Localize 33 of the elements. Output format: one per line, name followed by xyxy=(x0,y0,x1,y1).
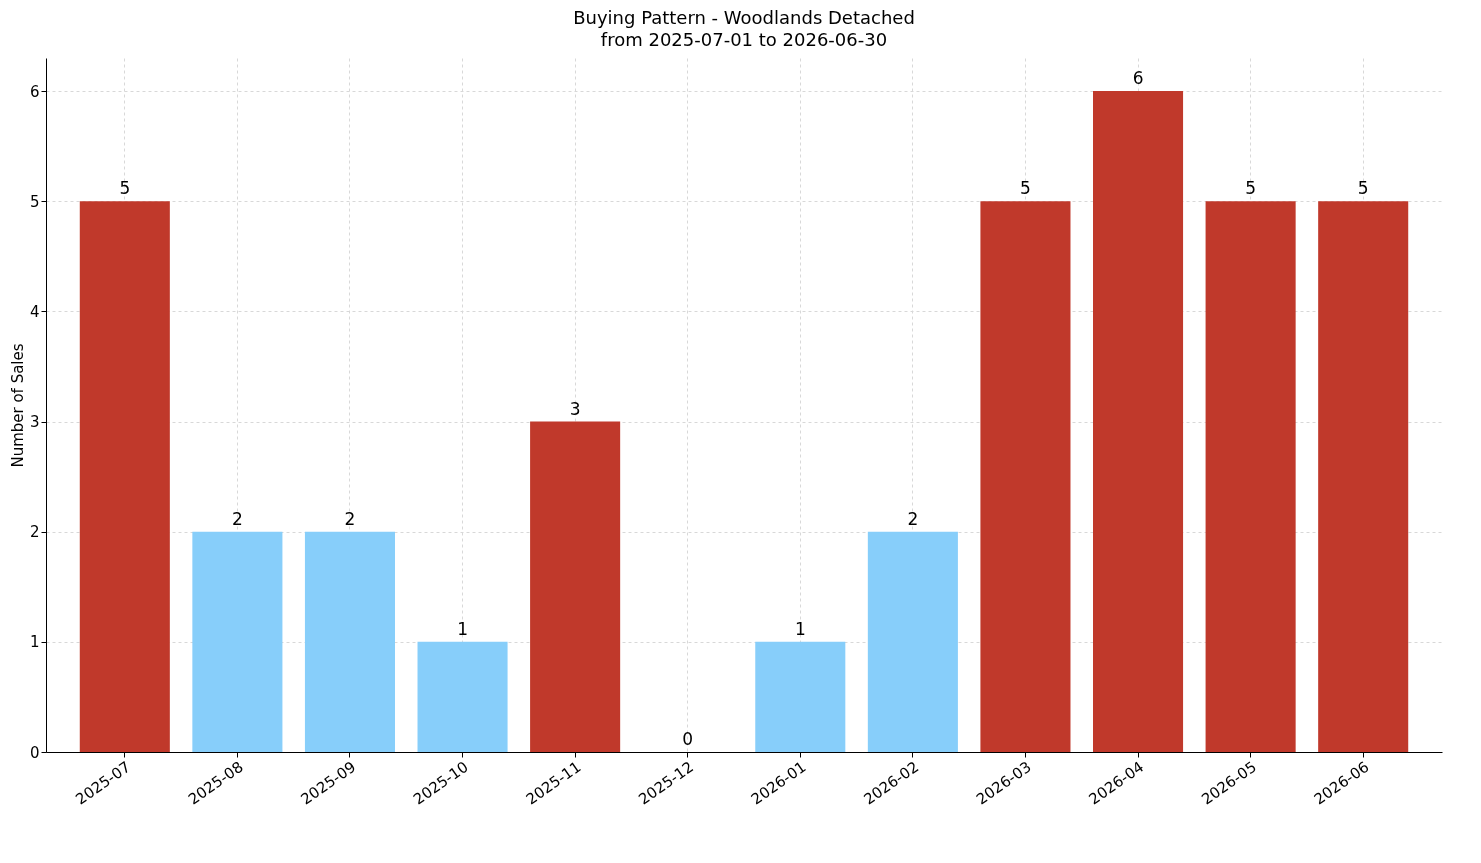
data-label: 5 xyxy=(1245,178,1257,199)
data-label: 5 xyxy=(1357,178,1369,199)
y-tick-label: 0 xyxy=(29,743,40,762)
bar xyxy=(1093,91,1184,752)
bar xyxy=(1318,201,1409,752)
chart-title: Buying Pattern - Woodlands Detached xyxy=(573,7,915,28)
data-label: 2 xyxy=(231,508,243,529)
data-label: 3 xyxy=(569,398,581,419)
bar xyxy=(530,421,621,752)
data-label: 2 xyxy=(344,508,356,529)
bar xyxy=(417,641,508,752)
bar xyxy=(1205,201,1296,752)
y-tick-label: 3 xyxy=(29,413,40,432)
bar xyxy=(304,531,395,752)
bar xyxy=(867,531,958,752)
y-tick-label: 6 xyxy=(29,82,40,101)
chart-subtitle: from 2025-07-01 to 2026-06-30 xyxy=(600,29,888,50)
data-label: 5 xyxy=(1020,178,1031,199)
y-tick-label: 5 xyxy=(29,192,40,211)
y-axis-title: Number of Sales xyxy=(8,343,27,468)
data-label: 0 xyxy=(682,729,694,749)
bar xyxy=(755,641,846,752)
y-tick-label: 1 xyxy=(29,633,40,652)
data-label: 6 xyxy=(1132,68,1144,89)
y-tick-label: 4 xyxy=(29,302,40,321)
data-label: 2 xyxy=(907,508,919,529)
data-label: 5 xyxy=(119,178,131,199)
bar xyxy=(980,201,1071,752)
data-label: 1 xyxy=(457,618,468,639)
data-label: 1 xyxy=(794,618,806,639)
bar xyxy=(79,201,170,752)
y-tick-label: 2 xyxy=(29,523,40,542)
bar xyxy=(192,531,283,752)
